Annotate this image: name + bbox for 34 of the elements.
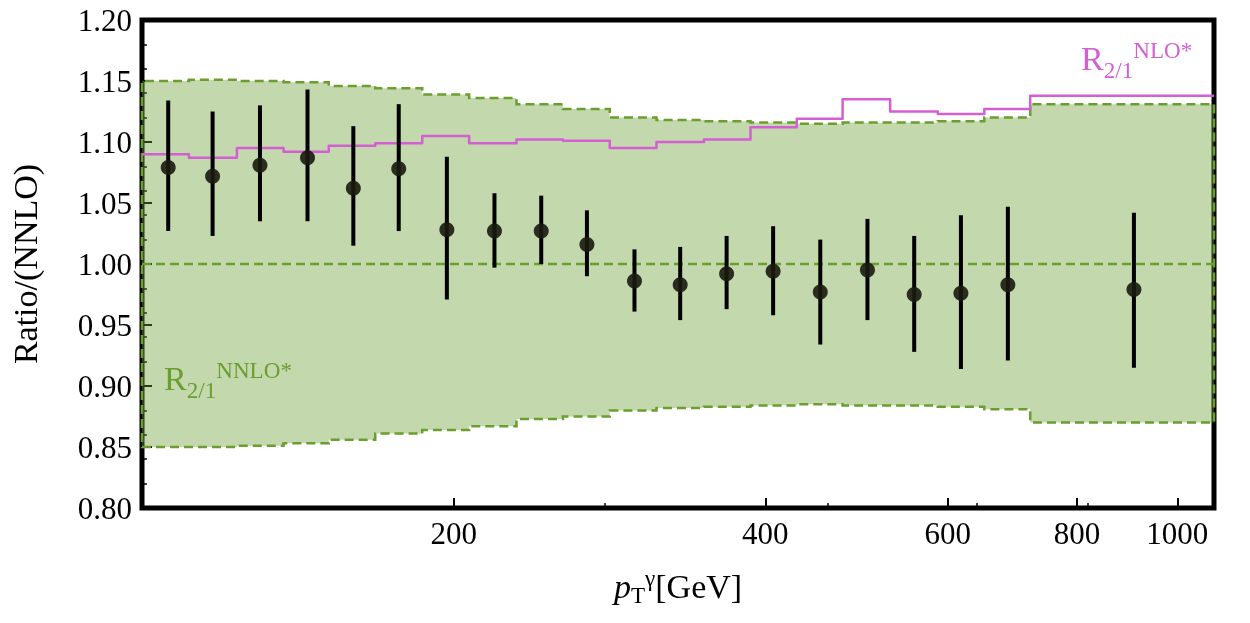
- y-tick-label: 0.95: [77, 307, 132, 343]
- y-tick-label: 1.15: [77, 63, 132, 99]
- point: [345, 180, 361, 196]
- point: [439, 222, 455, 238]
- point: [205, 168, 221, 184]
- point: [486, 223, 502, 239]
- point: [160, 160, 176, 176]
- point: [812, 284, 828, 300]
- point: [300, 150, 316, 166]
- y-tick-label: 0.80: [77, 490, 132, 526]
- point: [579, 236, 595, 252]
- point: [719, 266, 735, 282]
- point: [906, 287, 922, 302]
- y-tick-label: 1.00: [77, 246, 132, 282]
- x-tick-label: 800: [1053, 516, 1101, 551]
- y-tick-label: 1.20: [77, 2, 132, 38]
- point: [391, 161, 407, 177]
- point: [1000, 277, 1016, 293]
- point: [533, 223, 549, 239]
- point: [765, 263, 781, 279]
- y-tick-label: 0.90: [77, 368, 132, 404]
- point: [859, 262, 875, 278]
- x-tick-label: 200: [430, 516, 477, 551]
- x-tick-label: 1000: [1146, 516, 1209, 551]
- y-tick-label: 1.05: [77, 185, 132, 221]
- point: [252, 157, 268, 173]
- y-axis-title: Ratio/(NNLO): [6, 163, 45, 365]
- y-tick-label: 0.85: [77, 429, 132, 465]
- point: [626, 273, 642, 289]
- point: [672, 277, 688, 293]
- x-tick-label: 400: [742, 516, 789, 551]
- x-tick-label: 600: [924, 516, 971, 551]
- point: [953, 285, 969, 301]
- y-tick-label: 1.10: [77, 124, 132, 160]
